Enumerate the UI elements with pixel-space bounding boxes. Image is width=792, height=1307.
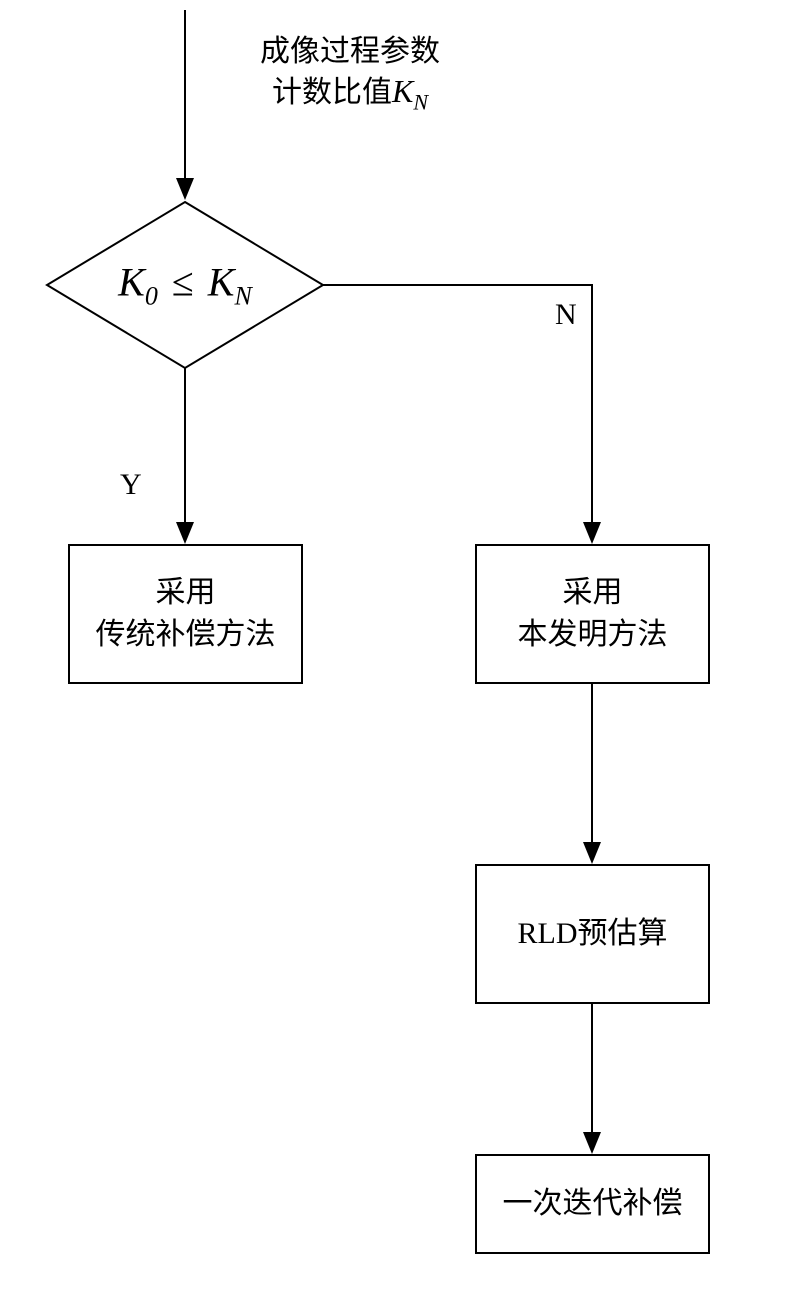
arrow-to-rld-head <box>583 842 601 864</box>
input-line2-prefix: 计数比值 <box>272 76 392 109</box>
branch-y-vline <box>184 368 186 524</box>
input-label: 成像过程参数 计数比值KN <box>220 32 480 117</box>
branch-n-label: N <box>555 298 577 332</box>
decision-text: K0 ≤ KN <box>118 259 252 312</box>
arrow-top <box>184 10 186 180</box>
dec-k0: K <box>118 260 145 305</box>
arrow-to-iter-head <box>583 1132 601 1154</box>
input-line1: 成像过程参数 <box>260 35 440 68</box>
box-invention: 采用 本发明方法 <box>475 544 710 684</box>
branch-n-arrowhead <box>583 522 601 544</box>
input-ksub: N <box>413 89 428 114</box>
branch-y-label: Y <box>120 468 142 502</box>
box-traditional: 采用 传统补偿方法 <box>68 544 303 684</box>
decision-diamond: K0 ≤ KN <box>45 200 325 370</box>
input-k: K <box>392 73 413 109</box>
box-rld-text: RLD预估算 <box>518 913 668 955</box>
box-left-l1: 采用 <box>156 576 216 609</box>
dec-op: ≤ <box>172 260 194 305</box>
box-left-l2: 传统补偿方法 <box>96 618 276 651</box>
box-iteration: 一次迭代补偿 <box>475 1154 710 1254</box>
box-right-l2: 本发明方法 <box>518 618 668 651</box>
branch-n-vline <box>591 284 593 524</box>
branch-y-arrowhead <box>176 522 194 544</box>
dec-subn: N <box>234 282 251 311</box>
arrow-to-rld <box>591 684 593 844</box>
dec-sub0: 0 <box>145 282 158 311</box>
arrow-to-iter <box>591 1004 593 1134</box>
box-right-l1: 采用 <box>563 576 623 609</box>
box-iter-text: 一次迭代补偿 <box>503 1183 683 1225</box>
box-rld: RLD预估算 <box>475 864 710 1004</box>
arrow-top-head <box>176 178 194 200</box>
dec-kn: K <box>208 260 235 305</box>
flowchart-container: 成像过程参数 计数比值KN K0 ≤ KN N Y 采用 传统补偿方法 采用 本… <box>0 0 792 1307</box>
branch-n-hline <box>323 284 593 286</box>
